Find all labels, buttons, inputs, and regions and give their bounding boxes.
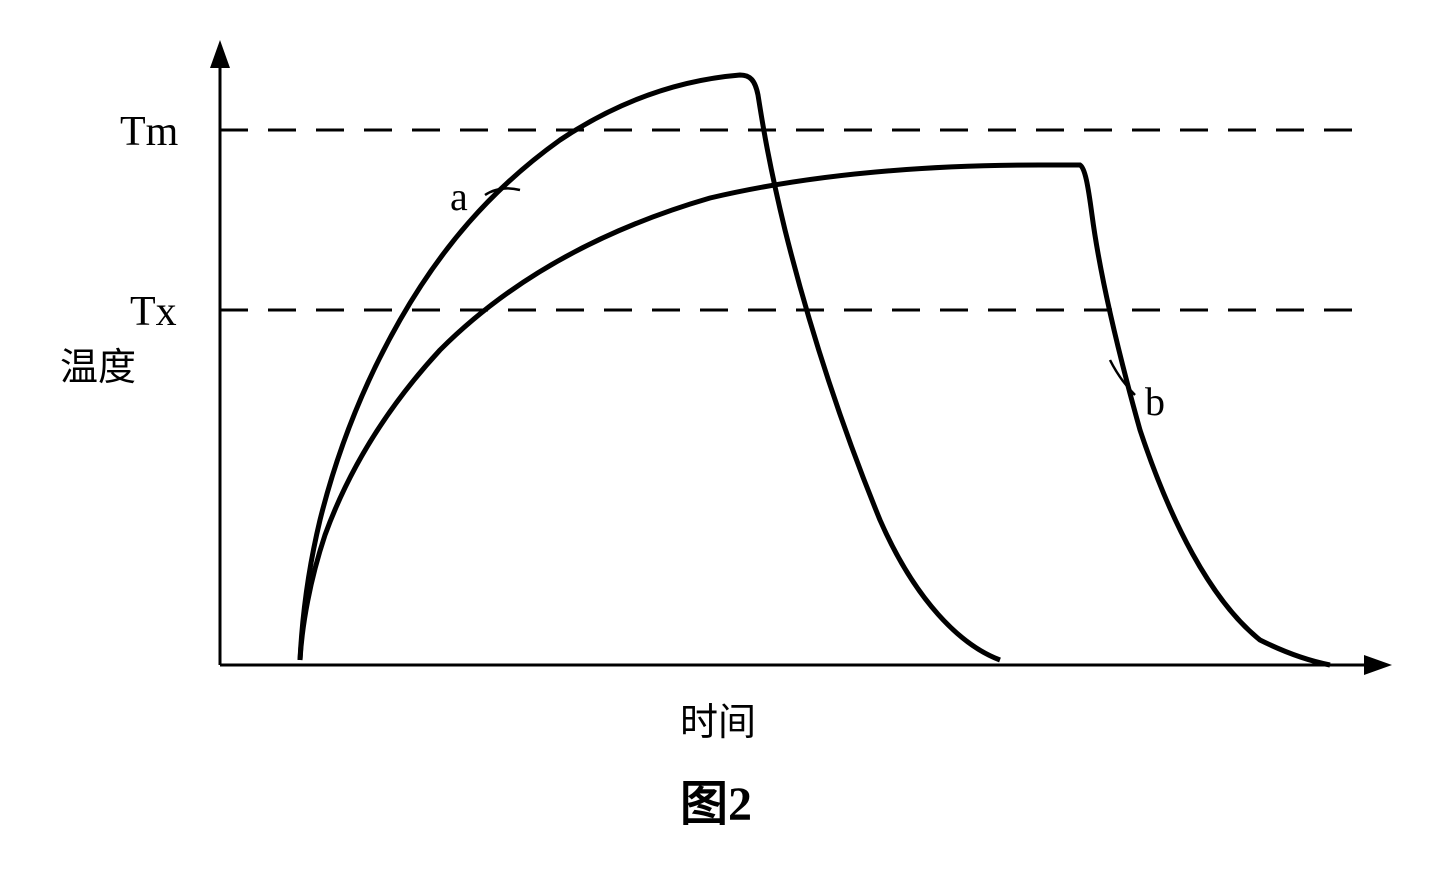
- chart-svg: Tm Tx 温度 时间 a b 图2: [40, 40, 1407, 836]
- curve-a-leader: [485, 188, 520, 195]
- tm-label: Tm: [120, 109, 179, 155]
- curve-b-label: b: [1145, 379, 1165, 424]
- tx-label: Tx: [130, 289, 177, 335]
- y-axis-label: 温度: [60, 347, 136, 389]
- curve-a-label: a: [450, 174, 468, 219]
- figure-label: 图2: [680, 778, 752, 831]
- x-axis-arrow: [1364, 655, 1392, 675]
- chart-container: Tm Tx 温度 时间 a b 图2: [40, 40, 1407, 836]
- y-axis-arrow: [210, 40, 230, 68]
- x-axis-label: 时间: [680, 702, 756, 744]
- curve-a: [300, 75, 1000, 660]
